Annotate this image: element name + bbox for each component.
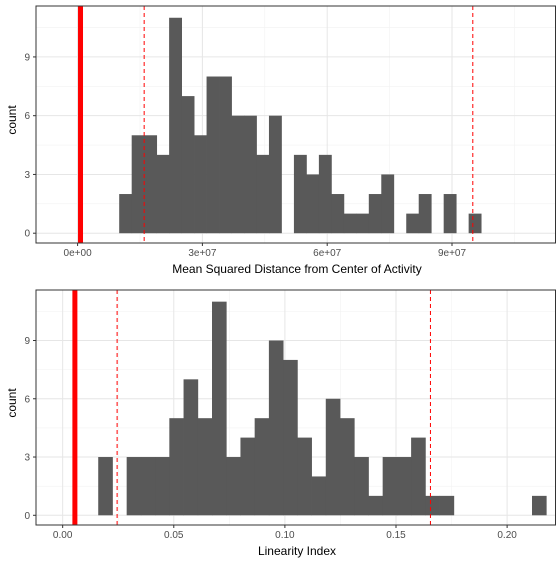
y-axis: 0 3 6 9: [24, 52, 36, 240]
x-tick-label: 0.15: [386, 530, 406, 541]
histogram-bar: [140, 457, 156, 516]
histogram-bar: [340, 418, 355, 516]
y-tick-label: 9: [24, 52, 30, 63]
histogram-bar: [169, 17, 182, 234]
x-tick-label: 0.20: [497, 530, 517, 541]
reference-lines: [72, 290, 431, 525]
histogram-bar: [181, 96, 195, 234]
histogram-bar: [425, 495, 440, 516]
histogram-bar: [144, 135, 158, 234]
histogram-bar: [156, 154, 170, 234]
histogram-bar: [311, 476, 327, 516]
x-axis: 0.00 0.05 0.10 0.15 0.20: [53, 525, 517, 541]
histogram-bar: [194, 135, 207, 234]
y-axis: 0 3 6 9: [24, 336, 36, 522]
x-tick-label: 3e+07: [188, 248, 217, 259]
histogram-bar: [240, 437, 256, 516]
histogram-bar: [368, 495, 384, 516]
histogram-bar: [406, 213, 420, 234]
x-tick-label: 6e+07: [313, 248, 342, 259]
histogram-linearity-panel: 0.00 0.05 0.10 0.15 0.20 0 3 6 9 Linearity Inde…: [5, 289, 556, 558]
histogram-bar: [169, 418, 184, 516]
histogram-bar: [231, 115, 245, 234]
histogram-msd-panel: 0e+00 3e+07 6e+07 9e+07 0 3 6 9 Mean Squared D…: [5, 5, 556, 276]
histogram-bar: [226, 457, 241, 516]
x-tick-label: 9e+07: [438, 248, 467, 259]
histogram-bar: [119, 194, 133, 234]
reference-lines: [78, 6, 474, 243]
histogram-bar: [331, 194, 345, 234]
histogram-bar: [283, 359, 298, 516]
x-axis-title: Linearity Index: [258, 544, 336, 558]
y-tick-label: 6: [24, 394, 30, 405]
histogram-bar: [206, 76, 220, 234]
histogram-bar: [396, 457, 412, 516]
histogram-bar: [306, 174, 320, 234]
histogram-bar: [254, 418, 270, 516]
histogram-bar: [356, 213, 370, 234]
histogram-bar: [244, 115, 257, 234]
y-tick-label: 6: [24, 111, 30, 122]
x-tick-label: 0.05: [164, 530, 184, 541]
y-tick-label: 3: [24, 453, 30, 464]
y-tick-label: 3: [24, 170, 30, 181]
histogram-bar: [293, 154, 307, 234]
y-axis-title: count: [5, 105, 19, 135]
histogram-bar: [411, 437, 426, 516]
histogram-bar: [343, 213, 357, 234]
histogram-bar: [219, 76, 232, 234]
histogram-bar: [197, 418, 213, 516]
histogram-bars: [119, 17, 482, 234]
histogram-bar: [268, 115, 282, 234]
histogram-bar: [155, 457, 170, 516]
y-tick-label: 0: [24, 511, 30, 522]
histogram-bar: [468, 213, 482, 234]
histogram-bar: [212, 301, 227, 516]
histogram-bar: [368, 194, 382, 234]
histogram-bar: [382, 457, 398, 516]
y-axis-title: count: [5, 388, 19, 418]
histogram-bar: [318, 154, 332, 234]
histogram-bar: [532, 495, 547, 516]
histogram-bars: [98, 301, 547, 516]
x-tick-label: 0e+00: [64, 248, 93, 259]
histogram-bar: [418, 194, 432, 234]
x-tick-label: 0.00: [53, 530, 73, 541]
y-tick-label: 9: [24, 336, 30, 347]
x-axis: 0e+00 3e+07 6e+07 9e+07: [64, 243, 467, 259]
x-tick-label: 0.10: [275, 530, 295, 541]
histogram-bar: [183, 379, 199, 516]
y-tick-label: 0: [24, 229, 30, 240]
histogram-bar: [354, 457, 369, 516]
histogram-bar: [325, 398, 341, 516]
x-axis-title: Mean Squared Distance from Center of Act…: [172, 262, 421, 276]
histogram-bar: [256, 154, 270, 234]
histogram-bar: [126, 457, 142, 516]
histogram-bar: [131, 135, 145, 234]
histogram-bar: [381, 174, 395, 234]
histogram-bar: [443, 194, 457, 234]
histogram-bar: [439, 495, 455, 516]
histogram-bar: [297, 437, 312, 516]
histogram-bar: [268, 340, 284, 516]
histogram-bar: [98, 457, 113, 516]
